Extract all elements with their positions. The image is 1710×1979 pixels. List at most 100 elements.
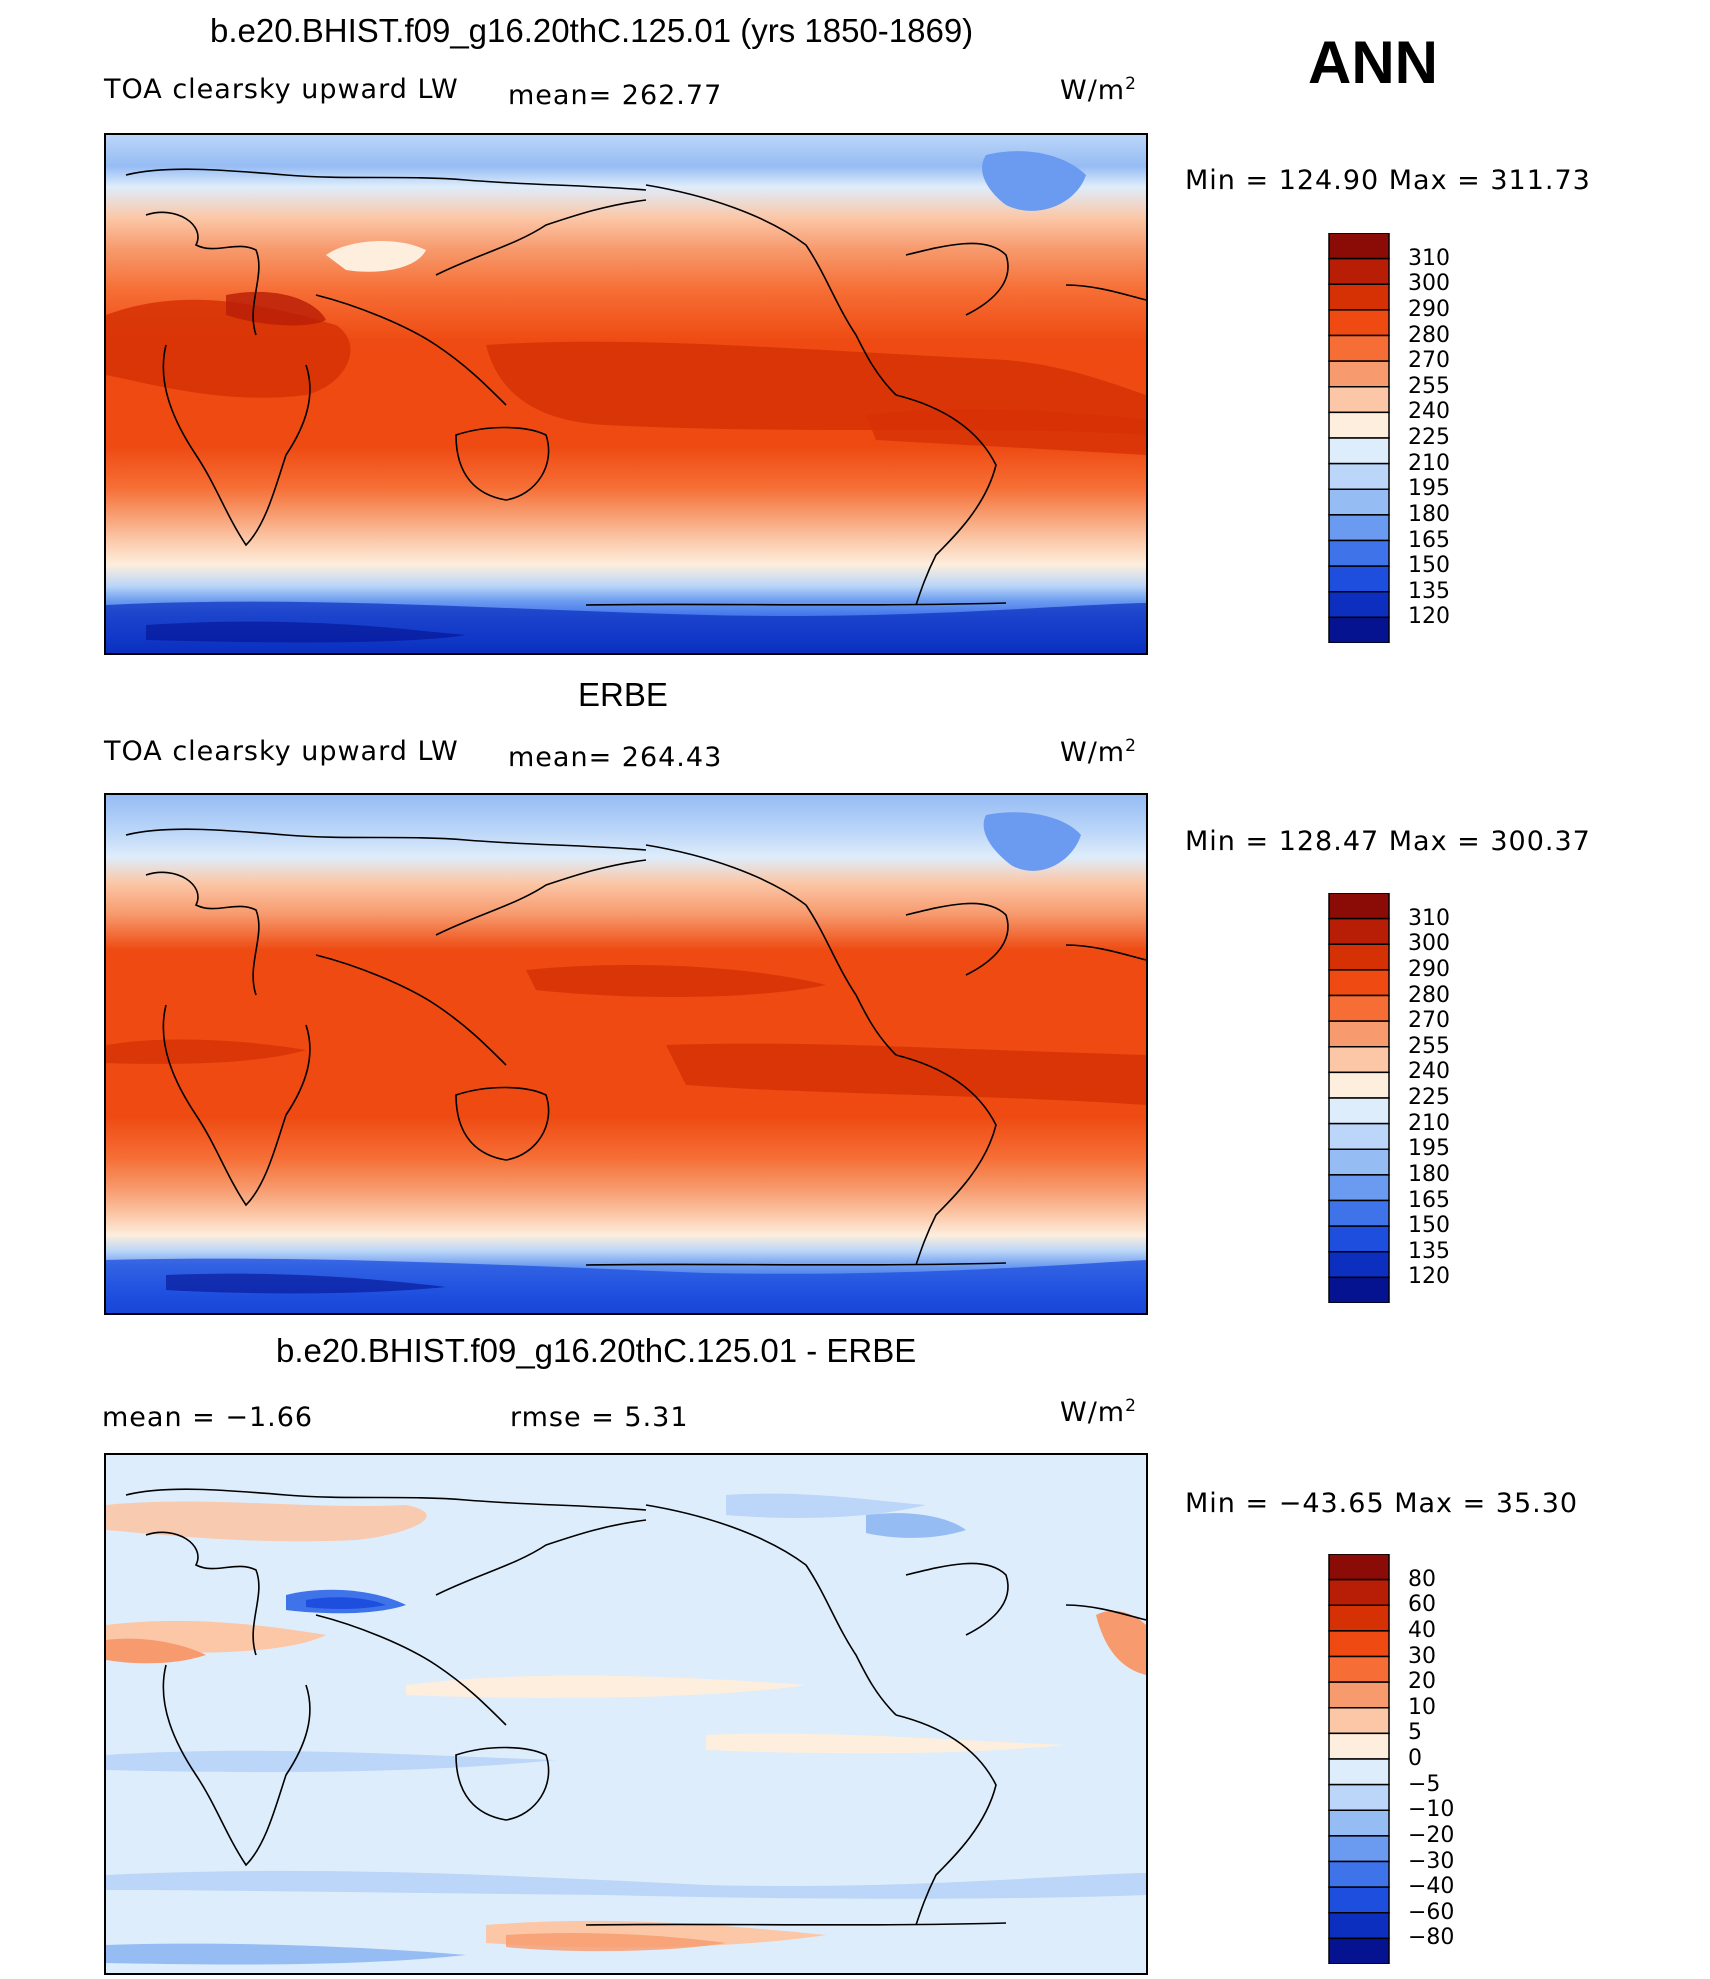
colorbar-label: −60 bbox=[1408, 1899, 1455, 1925]
colorbar-swatch bbox=[1328, 257, 1390, 285]
colorbar-swatch bbox=[1328, 1681, 1390, 1709]
colorbar-swatch bbox=[1328, 514, 1390, 542]
colorbar-swatch bbox=[1328, 565, 1390, 593]
panel-1-mean-label: mean= 262.77 bbox=[508, 80, 723, 111]
colorbar-label: 255 bbox=[1408, 373, 1450, 399]
panel-1-field bbox=[106, 135, 1146, 653]
panel-2-mean-label: mean= 264.43 bbox=[508, 742, 723, 773]
colorbar-swatch bbox=[1328, 232, 1390, 260]
colorbar-label: 135 bbox=[1408, 1238, 1450, 1264]
colorbar-swatch bbox=[1328, 283, 1390, 311]
colorbar-label: 120 bbox=[1408, 1264, 1450, 1290]
colorbar-swatch bbox=[1328, 488, 1390, 516]
panel-1-colorbar bbox=[1328, 232, 1390, 644]
colorbar-label: −10 bbox=[1408, 1797, 1455, 1823]
panel-3-colorbar-labels: 80 60 40 30 20 10 5 0 −5 −10 −20 −30 −40 −60 −80 bbox=[1408, 1554, 1528, 1964]
panel-1-colorbar-labels: 310 300 290 280 270 255 240 225 210 195 180 165 150 1… bbox=[1408, 233, 1528, 643]
colorbar-label: 30 bbox=[1408, 1643, 1436, 1669]
colorbar-label: 255 bbox=[1408, 1033, 1450, 1059]
panel-1-units: W/m2 bbox=[1060, 74, 1137, 106]
colorbar-label: 225 bbox=[1408, 425, 1450, 450]
panel-1-colorbar-swatches bbox=[1328, 232, 1390, 644]
colorbar-label: 150 bbox=[1408, 1213, 1450, 1239]
colorbar-label: 270 bbox=[1408, 1008, 1450, 1034]
colorbar-label: 210 bbox=[1408, 1110, 1450, 1136]
panel-2-colorbar bbox=[1328, 892, 1390, 1304]
colorbar-swatch bbox=[1328, 1148, 1390, 1176]
colorbar-swatch bbox=[1328, 994, 1390, 1022]
panel-2-units: W/m2 bbox=[1060, 736, 1137, 768]
colorbar-swatch bbox=[1328, 1783, 1390, 1811]
colorbar-label: 180 bbox=[1408, 1161, 1450, 1187]
colorbar-swatch bbox=[1328, 1604, 1390, 1632]
panel-2-colorbar-labels: 310 300 290 280 270 255 240 225 210 195 180 165 150 1… bbox=[1408, 893, 1528, 1303]
panel-3-title: b.e20.BHIST.f09_g16.20thC.125.01 - ERBE bbox=[276, 1332, 917, 1369]
colorbar-swatch bbox=[1328, 917, 1390, 945]
panel-2-variable-label: TOA clearsky upward LW bbox=[104, 736, 459, 767]
colorbar-swatch bbox=[1328, 943, 1390, 971]
panel-2-field bbox=[106, 795, 1146, 1313]
colorbar-label: 270 bbox=[1408, 348, 1450, 374]
colorbar-swatch bbox=[1328, 1937, 1390, 1965]
colorbar-swatch bbox=[1328, 1860, 1390, 1888]
colorbar-label: 10 bbox=[1408, 1694, 1436, 1720]
panel-1-minmax: Min = 124.90 Max = 311.73 bbox=[1185, 165, 1591, 196]
colorbar-swatch bbox=[1328, 1732, 1390, 1760]
colorbar-swatch bbox=[1328, 462, 1390, 490]
panel-1-title: b.e20.BHIST.f09_g16.20thC.125.01 (yrs 18… bbox=[210, 12, 974, 49]
colorbar-swatch bbox=[1328, 309, 1390, 337]
panel-3-units: W/m2 bbox=[1060, 1396, 1137, 1428]
colorbar-swatch bbox=[1328, 1225, 1390, 1253]
panel-3-colorbar bbox=[1328, 1553, 1390, 1965]
colorbar-swatch bbox=[1328, 1276, 1390, 1304]
colorbar-label: 20 bbox=[1408, 1669, 1436, 1695]
colorbar-label: 120 bbox=[1408, 604, 1450, 630]
colorbar-label: −20 bbox=[1408, 1822, 1455, 1848]
colorbar-label: 195 bbox=[1408, 1136, 1450, 1162]
panel-2-map bbox=[104, 793, 1148, 1315]
colorbar-label: 135 bbox=[1408, 578, 1450, 604]
panel-3-mean-label: mean = −1.66 bbox=[102, 1402, 314, 1433]
colorbar-label: 225 bbox=[1408, 1085, 1450, 1110]
colorbar-label: 60 bbox=[1408, 1592, 1436, 1618]
colorbar-swatch bbox=[1328, 1046, 1390, 1074]
colorbar-label: 165 bbox=[1408, 527, 1450, 553]
colorbar-label: 210 bbox=[1408, 450, 1450, 476]
colorbar-label: −30 bbox=[1408, 1848, 1455, 1874]
colorbar-swatch bbox=[1328, 1122, 1390, 1150]
panel-3-field bbox=[106, 1455, 1146, 1973]
colorbar-swatch bbox=[1328, 1578, 1390, 1606]
colorbar-swatch bbox=[1328, 334, 1390, 362]
colorbar-label: 290 bbox=[1408, 296, 1450, 322]
colorbar-swatch bbox=[1328, 1097, 1390, 1125]
colorbar-label: 300 bbox=[1408, 271, 1450, 297]
panel-3-rmse-label: rmse = 5.31 bbox=[510, 1402, 689, 1433]
colorbar-swatch bbox=[1328, 616, 1390, 644]
colorbar-swatch bbox=[1328, 386, 1390, 414]
colorbar-label: −40 bbox=[1408, 1874, 1455, 1900]
colorbar-swatch bbox=[1328, 892, 1390, 920]
colorbar-swatch bbox=[1328, 1655, 1390, 1683]
colorbar-label: 280 bbox=[1408, 982, 1450, 1008]
colorbar-swatch bbox=[1328, 591, 1390, 619]
colorbar-swatch bbox=[1328, 1835, 1390, 1863]
colorbar-label: 300 bbox=[1408, 931, 1450, 957]
colorbar-swatch bbox=[1328, 1809, 1390, 1837]
season-label: ANN bbox=[1308, 29, 1438, 96]
colorbar-swatch bbox=[1328, 1251, 1390, 1279]
colorbar-swatch bbox=[1328, 1707, 1390, 1735]
colorbar-label: 80 bbox=[1408, 1566, 1436, 1592]
panel-1-map bbox=[104, 133, 1148, 655]
colorbar-swatch bbox=[1328, 539, 1390, 567]
panel-1-variable-label: TOA clearsky upward LW bbox=[104, 74, 459, 105]
colorbar-swatch bbox=[1328, 1199, 1390, 1227]
colorbar-swatch bbox=[1328, 437, 1390, 465]
colorbar-label: 0 bbox=[1408, 1746, 1422, 1771]
colorbar-label: 310 bbox=[1408, 905, 1450, 931]
colorbar-swatch bbox=[1328, 969, 1390, 997]
panel-2-title: ERBE bbox=[578, 676, 668, 713]
colorbar-label: 195 bbox=[1408, 476, 1450, 502]
panel-3-map bbox=[104, 1453, 1148, 1975]
colorbar-label: −5 bbox=[1408, 1771, 1441, 1797]
colorbar-swatch bbox=[1328, 360, 1390, 388]
